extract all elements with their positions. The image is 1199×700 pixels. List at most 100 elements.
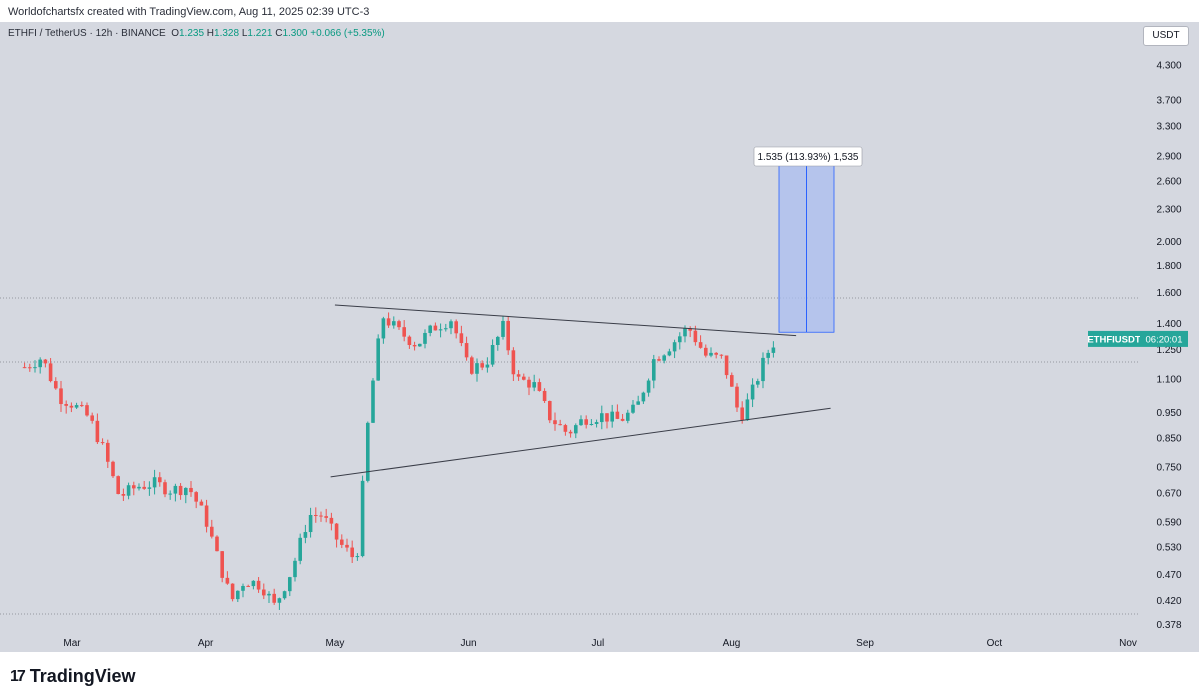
candle-body: [152, 477, 157, 488]
candle-body: [740, 407, 744, 421]
candle-body: [173, 485, 178, 494]
candle-body: [469, 357, 474, 374]
price-axis-tick: 2.000: [1156, 237, 1181, 248]
candle-body: [594, 422, 599, 424]
candle-body: [771, 347, 776, 353]
candle-body: [761, 357, 765, 382]
candle-body: [454, 321, 458, 334]
candle-body: [698, 342, 703, 348]
candle-body: [750, 384, 755, 400]
upper-resistance-trendline: [334, 304, 797, 337]
candle-body: [235, 590, 240, 600]
candle-body: [709, 352, 713, 356]
candle-body: [381, 318, 386, 339]
change-value: +0.066 (+5.35%): [310, 28, 385, 39]
tradingview-wordmark: TradingView: [29, 666, 136, 686]
close-label: C: [275, 28, 283, 39]
price-axis-tick: 1.400: [1156, 319, 1181, 330]
candle-body: [194, 492, 198, 502]
candle-body: [74, 405, 79, 408]
candle-body: [423, 332, 427, 344]
candle-body: [657, 359, 661, 361]
candle-body: [95, 420, 100, 443]
candle-body: [537, 382, 542, 391]
candle-body: [506, 320, 510, 351]
candle-body: [521, 376, 526, 380]
candle-body: [287, 577, 292, 592]
open-value: 1.235: [178, 28, 205, 39]
candle-body: [449, 321, 453, 329]
candle-body: [199, 501, 204, 506]
candle-body: [116, 476, 120, 495]
candle-body: [355, 556, 360, 558]
candle-body: [553, 420, 557, 425]
candle-body: [147, 487, 152, 489]
candle-body: [662, 355, 666, 361]
time-axis-tick: Apr: [198, 638, 214, 649]
candle-body: [329, 517, 334, 524]
candle-body: [298, 537, 302, 561]
candle-body: [308, 515, 313, 533]
candle-body: [43, 359, 48, 364]
candle-body: [714, 352, 718, 355]
candle-body: [163, 482, 167, 495]
candle-body: [542, 390, 547, 402]
candle-body: [651, 359, 656, 381]
candle-body: [532, 382, 536, 388]
candle-body: [157, 477, 162, 483]
candle-body: [209, 526, 214, 537]
candle-body: [735, 386, 739, 408]
candle-body: [131, 485, 136, 489]
price-axis-tick: 2.600: [1156, 176, 1181, 187]
candle-body: [22, 367, 27, 369]
candle-body: [241, 585, 245, 591]
price-tag-countdown-bg: [1140, 330, 1188, 347]
candle-body: [605, 413, 609, 422]
tradingview-logo: 17 TradingView: [10, 666, 136, 687]
candle-body: [490, 345, 495, 365]
candle-body: [100, 442, 105, 444]
price-range-label-box: [753, 146, 863, 167]
time-axis-tick: Aug: [723, 638, 741, 649]
close-value: 1.300: [282, 28, 308, 39]
candle-body: [464, 343, 469, 358]
candle-body: [339, 539, 344, 545]
time-axis-tick: Mar: [63, 638, 81, 649]
candle-body: [360, 480, 365, 557]
candle-body: [282, 591, 287, 599]
candle-body: [225, 577, 230, 584]
price-axis-tick: 1.100: [1156, 374, 1181, 385]
candle-body: [563, 425, 568, 432]
price-axis-tick: 0.950: [1156, 408, 1181, 419]
candle-body: [48, 363, 53, 382]
candle-body: [105, 442, 110, 462]
candle-body: [475, 363, 479, 374]
price-tag-symbol: ETHFIUSDT: [1087, 334, 1141, 345]
currency-button[interactable]: USDT: [1143, 26, 1189, 46]
candle-body: [137, 486, 141, 489]
candle-body: [495, 336, 500, 346]
candle-body: [428, 325, 432, 333]
candle-body: [277, 598, 282, 603]
candle-body: [371, 380, 375, 423]
price-axis-tick: 2.300: [1156, 205, 1181, 216]
candle-body: [386, 318, 391, 326]
candle-body: [683, 328, 687, 337]
high-value: 1.328: [214, 28, 240, 39]
low-value: 1.221: [247, 28, 273, 39]
chart-area[interactable]: [0, 22, 1199, 652]
candle-body: [261, 589, 266, 596]
price-axis-tick: 1.800: [1156, 261, 1181, 272]
candle-body: [69, 405, 74, 408]
price-range-label: 1.535 (113.93%) 1,535: [757, 152, 858, 163]
candle-body: [178, 485, 183, 496]
candle-body: [220, 551, 224, 578]
candle-body: [53, 381, 58, 389]
candle-body: [615, 411, 620, 419]
candle-body: [589, 423, 594, 425]
candle-body: [303, 532, 308, 538]
price-axis-tick: 0.470: [1156, 570, 1181, 581]
candle-body: [204, 505, 209, 527]
candle-body: [459, 333, 464, 344]
